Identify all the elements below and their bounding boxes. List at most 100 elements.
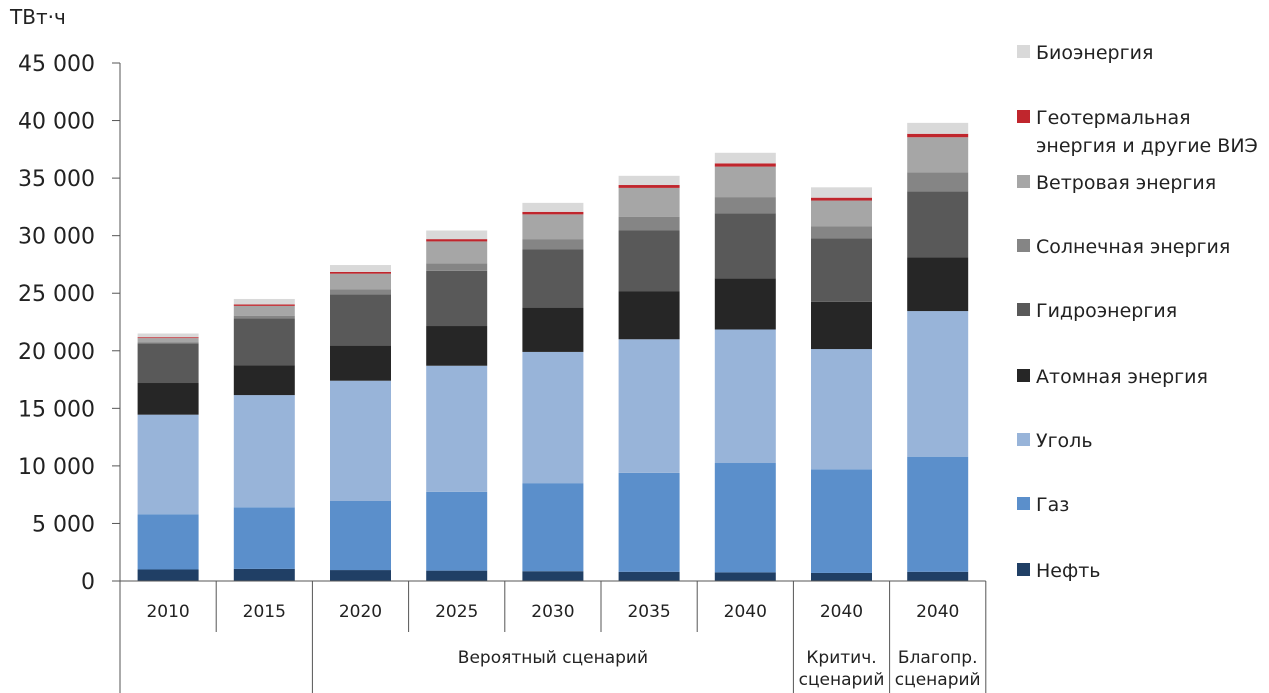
bar-segment bbox=[426, 239, 488, 242]
bar-segment bbox=[233, 365, 295, 396]
bar-segment bbox=[426, 270, 488, 327]
bar-segment bbox=[618, 291, 680, 340]
bar-segment bbox=[811, 349, 872, 470]
y-axis: 0 5 000 10 000 15 000 20 000 25 000 30 000 35 0… bbox=[18, 52, 121, 595]
bar-segment bbox=[907, 172, 969, 192]
bar-segment bbox=[811, 197, 872, 201]
legend-swatch bbox=[1017, 110, 1030, 123]
bar-segment bbox=[137, 383, 199, 415]
bar-segment bbox=[522, 307, 584, 352]
y-tick-label: 30 000 bbox=[18, 225, 95, 250]
bar-segment bbox=[714, 329, 776, 464]
bar-segment bbox=[907, 137, 969, 173]
x-category-label: 2020 bbox=[339, 602, 382, 622]
bar-segment bbox=[907, 571, 969, 581]
bar-segment bbox=[714, 152, 776, 164]
bar-segment bbox=[426, 491, 488, 571]
bar-segment bbox=[426, 230, 488, 240]
bar-segment bbox=[233, 395, 295, 508]
bar-segment bbox=[714, 166, 776, 198]
bar-segment bbox=[330, 273, 391, 290]
x-category-label: 2040 bbox=[820, 602, 863, 622]
x-category-label: 2015 bbox=[243, 602, 286, 622]
legend-label: Атомная энергия bbox=[1036, 366, 1208, 388]
y-tick-label: 20 000 bbox=[18, 340, 95, 365]
bar-segment bbox=[330, 380, 391, 501]
bar-segment bbox=[714, 572, 776, 581]
bar-segment bbox=[330, 289, 391, 295]
bar-segment bbox=[426, 570, 488, 581]
bar-segment bbox=[137, 569, 199, 581]
bar-segment bbox=[137, 343, 199, 384]
bar-segment bbox=[137, 338, 199, 343]
y-tick-label: 0 bbox=[81, 570, 95, 595]
x-category-label: 2040 bbox=[916, 602, 959, 622]
legend-swatch bbox=[1017, 369, 1030, 382]
x-category-label: 2035 bbox=[627, 602, 670, 622]
bar-segment bbox=[522, 211, 584, 215]
bar-segment bbox=[811, 572, 872, 581]
x-group-label: Благопр. сценарий bbox=[895, 648, 981, 690]
bar-segment bbox=[137, 337, 199, 339]
bar-segment bbox=[522, 351, 584, 484]
legend-label: Солнечная энергия bbox=[1036, 236, 1230, 258]
legend-swatch bbox=[1017, 175, 1030, 188]
bar-segment bbox=[137, 414, 199, 515]
y-tick-label: 10 000 bbox=[18, 455, 95, 480]
bar-segment bbox=[714, 163, 776, 167]
legend-swatch bbox=[1017, 433, 1030, 446]
bar-segment bbox=[330, 271, 391, 274]
bar-segment bbox=[811, 469, 872, 573]
legend-label: Нефть bbox=[1036, 560, 1101, 582]
bar-segment bbox=[233, 298, 295, 305]
bars bbox=[137, 122, 969, 581]
bar-segment bbox=[714, 197, 776, 214]
bar-segment bbox=[811, 226, 872, 239]
y-tick-label: 40 000 bbox=[18, 110, 95, 135]
bar-segment bbox=[618, 187, 680, 217]
bar-segment bbox=[811, 187, 872, 198]
y-tick-label: 25 000 bbox=[18, 282, 95, 307]
y-tick-label: 15 000 bbox=[18, 397, 95, 422]
bar-segment bbox=[618, 571, 680, 581]
x-axis: 2010 2015 2020 2025 2030 2035 2040 2040 2040 Веро… bbox=[119, 580, 987, 693]
bar-segment bbox=[811, 301, 872, 350]
bar-segment bbox=[618, 185, 680, 188]
legend-label: Газ bbox=[1036, 494, 1069, 516]
x-group-label: Критич. сценарий bbox=[799, 648, 885, 690]
bar-segment bbox=[522, 202, 584, 212]
bar-segment bbox=[330, 265, 391, 272]
x-group-label: Вероятный сценарий bbox=[458, 648, 648, 668]
bar-segment bbox=[811, 238, 872, 302]
bar-segment bbox=[907, 456, 969, 572]
legend-label: Биоэнергия bbox=[1036, 42, 1153, 64]
bar-segment bbox=[522, 249, 584, 308]
x-category-label: 2030 bbox=[531, 602, 574, 622]
legend-swatch bbox=[1017, 303, 1030, 316]
bar-segment bbox=[522, 483, 584, 572]
bar-segment bbox=[330, 345, 391, 381]
bar-segment bbox=[233, 507, 295, 569]
legend-label: Геотермальная энергия и другие ВИЭ bbox=[1036, 107, 1258, 157]
y-tick-label: 45 000 bbox=[18, 52, 95, 77]
legend: Биоэнергия Геотермальная энергия и другие … bbox=[1017, 42, 1258, 582]
bar-segment bbox=[330, 501, 391, 571]
bar-segment bbox=[137, 514, 199, 570]
bar-segment bbox=[233, 318, 295, 366]
bar-segment bbox=[907, 257, 969, 312]
bar-segment bbox=[618, 339, 680, 473]
x-category-label: 2025 bbox=[435, 602, 478, 622]
bar-segment bbox=[907, 191, 969, 258]
bar-segment bbox=[714, 463, 776, 573]
bar-segment bbox=[233, 568, 295, 581]
bar-segment bbox=[907, 311, 969, 457]
bar-segment bbox=[330, 294, 391, 346]
bar-segment bbox=[714, 278, 776, 330]
bar-segment bbox=[233, 315, 295, 319]
x-category-label: 2040 bbox=[724, 602, 767, 622]
bar-segment bbox=[522, 239, 584, 250]
legend-swatch bbox=[1017, 45, 1030, 58]
x-category-label: 2010 bbox=[146, 602, 189, 622]
y-tick-label: 5 000 bbox=[32, 512, 95, 537]
